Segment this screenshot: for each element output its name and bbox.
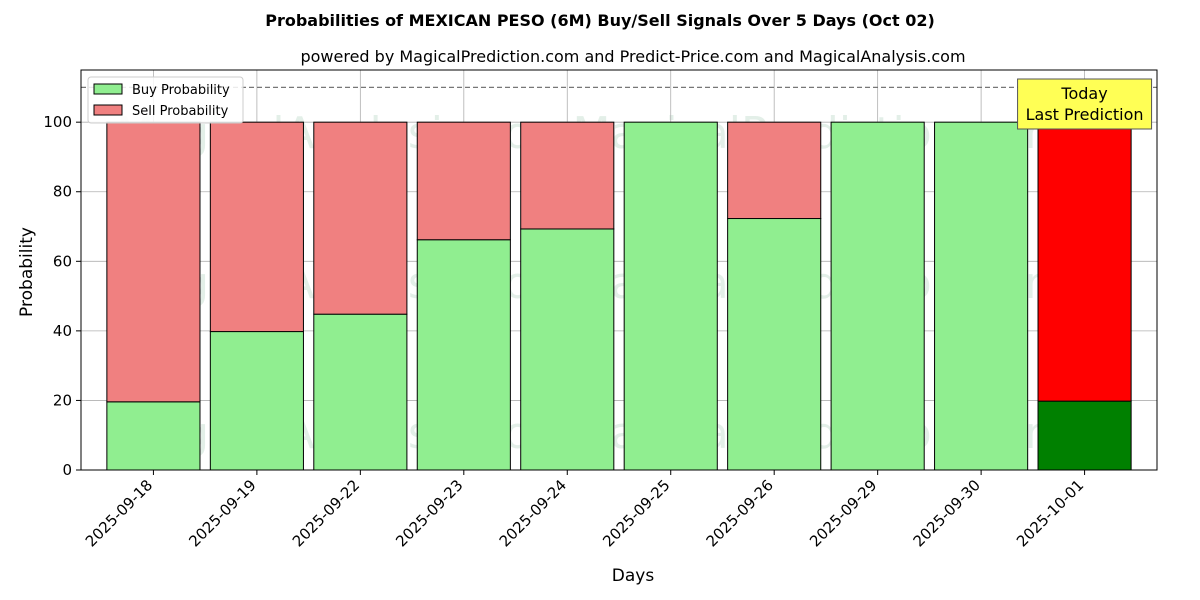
sell-bar [727,121,822,220]
legend-label: Sell Probability [132,104,229,119]
sell-bar [416,121,511,241]
x-tick-label: 2025-09-25 [599,476,673,550]
sell-bar [313,121,408,315]
x-tick-label: 2025-09-26 [703,476,777,550]
legend: Buy Probability Sell Probability [87,76,244,124]
x-tick-label: 2025-09-29 [806,476,880,550]
x-tick-label: 2025-09-23 [392,476,466,550]
y-tick-label: 80 [53,183,72,201]
annotation-box [1017,78,1153,130]
sell-bar [106,121,201,403]
buy-bar [934,121,1029,471]
plot-frame [80,69,1158,471]
buy-bar [623,121,718,471]
x-tick-label: 2025-10-01 [1013,476,1087,550]
buy-bar [106,401,201,471]
y-tick-label: 0 [62,461,72,479]
y-tick-label: 40 [53,322,72,340]
x-tick-label: 2025-09-19 [185,476,259,550]
y-tick-label: 100 [43,113,72,131]
x-tick-label: 2025-09-22 [289,476,363,550]
legend-swatch [93,104,123,116]
legend-swatch [93,83,123,95]
buy-bar [1037,400,1132,471]
sell-bar [520,121,615,230]
legend-box [87,76,244,124]
buy-bar [520,228,615,471]
x-tick-label: 2025-09-18 [82,476,156,550]
buy-bar [416,239,511,471]
chart-subtitle: powered by MagicalPrediction.com and Pre… [300,47,965,66]
y-tick-label: 20 [53,391,72,409]
bars [106,121,1132,471]
annotation-text: Last Prediction [1026,105,1144,124]
y-axis-ticks: 0 20 40 60 80 100 [43,113,81,479]
y-tick-label: 60 [53,252,72,270]
annotation-text: Today [1060,84,1107,103]
x-tick-label: 2025-09-30 [910,476,984,550]
legend-label: Buy Probability [132,83,230,98]
today-annotation: Today Last Prediction [1017,78,1153,130]
sell-bar [1037,121,1132,402]
chart-title: Probabilities of MEXICAN PESO (6M) Buy/S… [265,11,935,30]
x-axis-ticks: 2025-09-18 2025-09-19 2025-09-22 2025-09-23… [82,470,1087,550]
buy-bar [727,218,822,471]
y-axis-label: Probability [17,227,37,317]
x-tick-label: 2025-09-24 [496,476,570,550]
x-axis-label: Days [612,566,655,586]
buy-bar [830,121,925,471]
sell-bar [209,121,304,333]
buy-bar [313,313,408,471]
buy-bar [209,331,304,471]
